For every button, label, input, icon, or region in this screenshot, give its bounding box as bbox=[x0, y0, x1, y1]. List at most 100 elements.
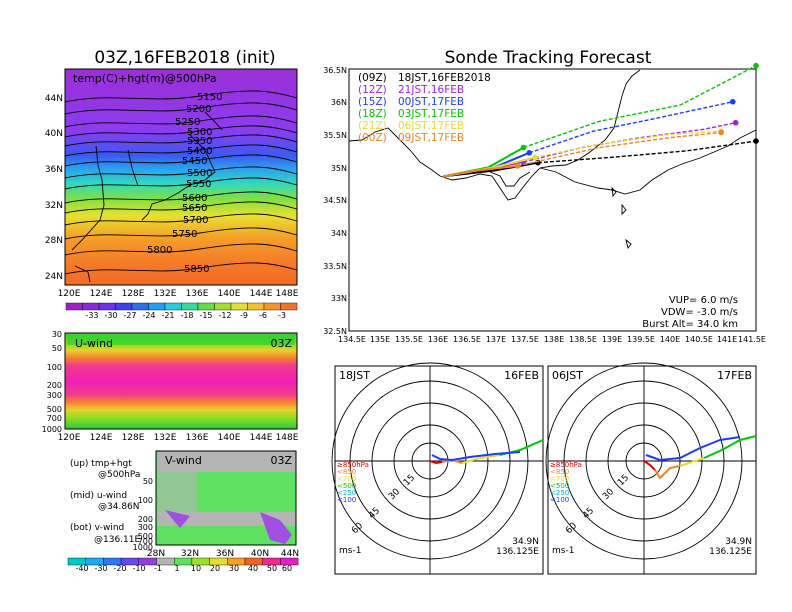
track-descent-line bbox=[534, 130, 722, 159]
track-ascent-line bbox=[443, 164, 518, 178]
contour-label: 5850 bbox=[184, 264, 209, 275]
height-contour bbox=[64, 154, 298, 167]
level-item: <500 bbox=[550, 482, 569, 490]
map-frame bbox=[64, 68, 298, 286]
param-line: Burst Alt= 34.0 km bbox=[642, 319, 738, 330]
track-descent-line bbox=[528, 101, 733, 154]
landing-point bbox=[753, 138, 759, 144]
vwind-label: V-wind bbox=[165, 454, 202, 467]
colorbar-cell bbox=[230, 302, 248, 311]
lon-tick: 137E bbox=[486, 335, 506, 344]
lon-tick: 139E bbox=[602, 335, 622, 344]
colorbar-cell bbox=[82, 302, 100, 311]
pressure-tick: 300 bbox=[47, 391, 62, 400]
landing-point bbox=[718, 129, 724, 136]
coastline bbox=[71, 111, 223, 283]
lon-tick: 134.5E bbox=[338, 335, 366, 344]
colorbar-label: 60 bbox=[282, 564, 292, 573]
level-item: <100 bbox=[337, 496, 356, 504]
lon-tick: 136.5E bbox=[453, 335, 481, 344]
lon-tick: 141.5E bbox=[738, 335, 766, 344]
note-line: @34.86N bbox=[98, 502, 140, 512]
lon-tick: 128E bbox=[122, 289, 145, 299]
launch-time: 18JST,16FEB2018 bbox=[398, 72, 491, 84]
hodograph-lon: 136.125E bbox=[496, 547, 539, 557]
colorbar-cell bbox=[148, 302, 166, 311]
map-overlay-label: temp(C)+hgt(m)@500hPa bbox=[73, 72, 217, 85]
lat-tick: 34.5N bbox=[323, 196, 347, 205]
track-lines bbox=[443, 62, 759, 178]
height-contour bbox=[64, 115, 298, 128]
lon-tick: 140E bbox=[218, 433, 241, 443]
wind-colorbar: -40 -30 -20 -10 -1 1 10 20 30 40 50 60 bbox=[67, 557, 299, 573]
lon-tick: 140E bbox=[660, 335, 680, 344]
lon-tick: 132E bbox=[154, 433, 177, 443]
lon-tick: 136E bbox=[186, 289, 209, 299]
lat-tick: 40N bbox=[251, 549, 269, 559]
pressure-tick: 700 bbox=[47, 414, 62, 423]
colorbar-label: 1 bbox=[174, 564, 179, 573]
lon-tick: 144E bbox=[250, 433, 273, 443]
level-item: ≥850hPa bbox=[337, 461, 369, 469]
panel-legend-notes: (up) tmp+hgt @500hPa (mid) u-wind @34.86… bbox=[70, 459, 140, 545]
launch-code: (12Z) bbox=[358, 84, 387, 96]
temperature-colorbar: -33 -30 -27 -24 -21 -18 -15 -12 -9 -6 -3 bbox=[65, 302, 298, 320]
lat-tick: 28N bbox=[147, 549, 165, 559]
lon-tick: 132E bbox=[154, 289, 177, 299]
launch-code: (15Z) bbox=[358, 96, 387, 108]
param-line: VUP= 6.0 m/s bbox=[669, 295, 738, 306]
hodograph-date: 16FEB bbox=[504, 369, 539, 382]
contour-label: 5300 bbox=[187, 127, 212, 138]
param-line: VDW= -3.0 m/s bbox=[661, 307, 738, 318]
height-contour bbox=[64, 166, 298, 179]
height-contour bbox=[64, 191, 298, 204]
colorbar-label: 40 bbox=[248, 564, 258, 573]
height-contour bbox=[64, 243, 298, 256]
note-line: (up) tmp+hgt bbox=[70, 459, 132, 469]
contour-label: 5500 bbox=[187, 168, 212, 179]
pressure-tick: 300 bbox=[138, 523, 153, 532]
colorbar-cell bbox=[197, 302, 215, 311]
colorbar-cell bbox=[164, 302, 182, 311]
pressure-tick: 500 bbox=[47, 405, 62, 414]
lon-tick: 135E bbox=[370, 335, 390, 344]
map-lat-axis: 24N 28N 32N 36N 40N 44N bbox=[45, 94, 63, 282]
pressure-tick: 1000 bbox=[133, 543, 153, 552]
lon-tick: 137.5E bbox=[511, 335, 539, 344]
contour-label: 5800 bbox=[147, 245, 172, 256]
launch-time: 21JST,16FEB bbox=[398, 84, 464, 96]
track-lat-axis: 32.5N 33N 33.5N 34N 34.5N 35N 35.5N 36N … bbox=[323, 66, 347, 336]
colorbar-cell bbox=[263, 302, 281, 311]
lon-tick: 124E bbox=[90, 289, 113, 299]
lon-tick: 148E bbox=[276, 433, 299, 443]
contour-label: 5150 bbox=[197, 92, 222, 103]
lon-tick: 141E bbox=[717, 335, 737, 344]
pressure-tick: 100 bbox=[138, 496, 153, 505]
launch-code: (09Z) bbox=[358, 72, 387, 84]
colorbar-label: -21 bbox=[161, 311, 174, 320]
lat-tick: 32N bbox=[45, 201, 63, 211]
colorbar-cell bbox=[214, 302, 232, 311]
pressure-tick: 700 bbox=[138, 537, 153, 546]
hodograph-lon: 136.125E bbox=[709, 547, 752, 557]
pressure-tick: 1000 bbox=[42, 425, 62, 434]
hodograph-date: 17FEB bbox=[717, 369, 752, 382]
level-legend: ≥850hPa <850 <700 <500 <250 <100 bbox=[337, 461, 369, 504]
note-line: @136.11E bbox=[94, 535, 140, 545]
colorbar-cell bbox=[131, 302, 149, 311]
lat-tick: 35N bbox=[331, 164, 347, 173]
colorbar-cell bbox=[247, 302, 265, 311]
lat-tick: 40N bbox=[45, 129, 63, 139]
track-descent-line bbox=[537, 140, 757, 164]
hodograph-time: 06JST bbox=[552, 369, 583, 382]
lat-tick: 34N bbox=[331, 229, 347, 238]
lat-tick: 36N bbox=[331, 98, 347, 107]
launch-code: (21Z) bbox=[358, 120, 387, 132]
hodograph-lat: 34.9N bbox=[512, 537, 539, 547]
level-legend: ≥850hPa <850 <700 <500 <250 <100 bbox=[550, 461, 582, 504]
pressure-tick: 500 bbox=[138, 532, 153, 541]
hodograph-unit: ms-1 bbox=[552, 546, 574, 556]
colorbar-label: -24 bbox=[142, 311, 155, 320]
level-item: <100 bbox=[550, 496, 569, 504]
